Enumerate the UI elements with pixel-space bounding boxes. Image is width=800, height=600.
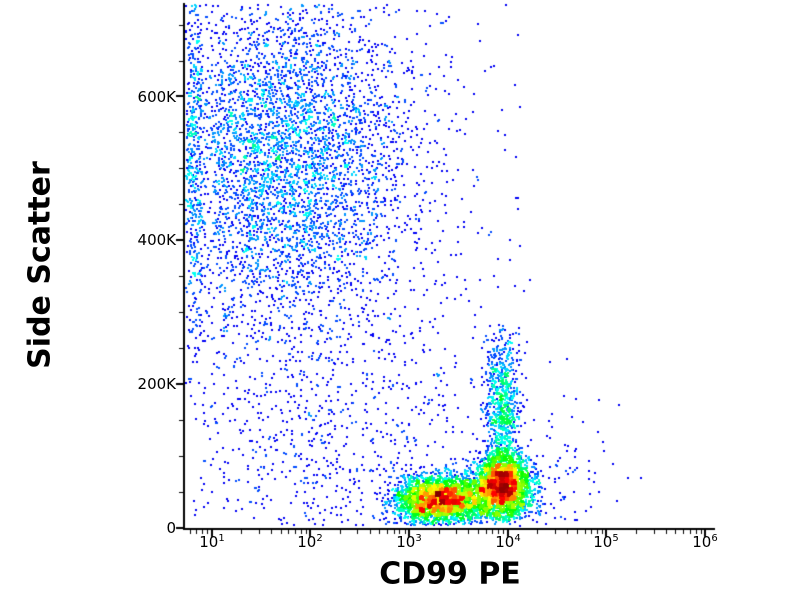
x-tick-exponent: 6 <box>711 533 718 544</box>
x-tick-exponent: 3 <box>415 533 422 544</box>
x-tick-base: 10 <box>495 533 515 551</box>
x-tick-label: 102 <box>297 533 322 551</box>
x-tick-base: 10 <box>593 533 613 551</box>
x-tick-label: 106 <box>692 533 717 551</box>
y-tick-label: 600K <box>137 88 176 106</box>
y-tick-label: 200K <box>137 375 176 393</box>
x-tick-base: 10 <box>199 533 219 551</box>
x-tick-exponent: 4 <box>514 533 521 544</box>
y-tick-label: 400K <box>137 231 176 249</box>
y-tick-label: 0 <box>166 519 176 537</box>
x-tick-exponent: 2 <box>316 533 323 544</box>
x-tick-base: 10 <box>692 533 712 551</box>
y-axis-label: Side Scatter <box>22 161 58 369</box>
x-tick-exponent: 5 <box>612 533 619 544</box>
x-tick-label: 105 <box>593 533 618 551</box>
x-tick-label: 101 <box>199 533 224 551</box>
x-tick-base: 10 <box>297 533 317 551</box>
x-tick-base: 10 <box>396 533 416 551</box>
x-tick-label: 104 <box>495 533 520 551</box>
x-axis-label: CD99 PE <box>379 556 521 592</box>
x-tick-label: 103 <box>396 533 421 551</box>
x-tick-exponent: 1 <box>218 533 225 544</box>
